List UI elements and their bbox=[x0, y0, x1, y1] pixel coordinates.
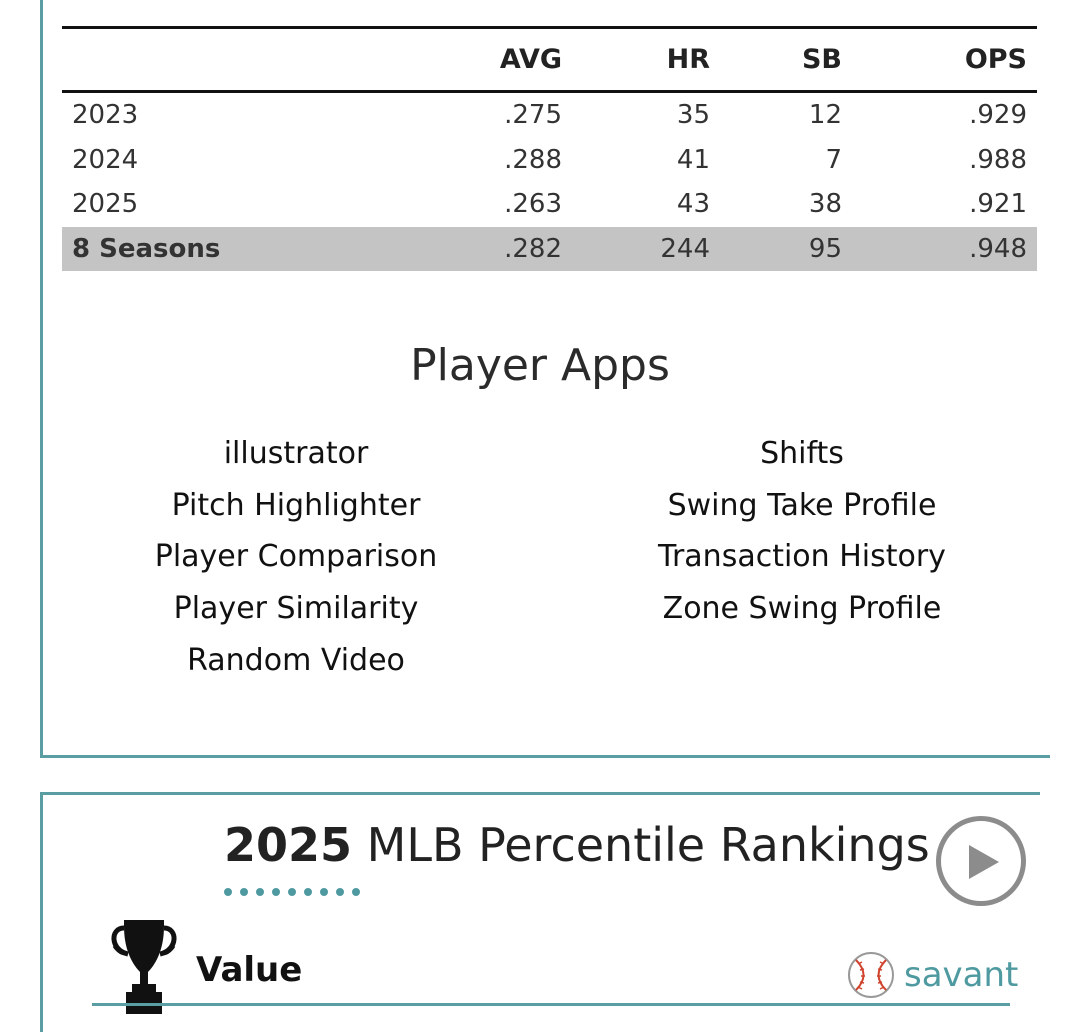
total-season-cell: 8 Seasons bbox=[62, 226, 397, 271]
value-section-label: Value bbox=[196, 950, 303, 990]
indicator-dot bbox=[256, 888, 264, 896]
play-icon bbox=[969, 845, 999, 879]
percentile-title-text: MLB Percentile Rankings bbox=[352, 818, 930, 872]
indicator-dot bbox=[336, 888, 344, 896]
season-cell: 2025 bbox=[72, 189, 139, 220]
season-cell: 2023 bbox=[72, 100, 139, 131]
sb-cell: 38 bbox=[808, 189, 842, 220]
season-cell: 2024 bbox=[72, 144, 139, 175]
table-row: 2024 .288 41 7 .988 bbox=[62, 138, 1037, 183]
total-ops-cell: .948 bbox=[852, 226, 1037, 271]
player-apps-title: Player Apps bbox=[410, 340, 670, 391]
app-link-zone-swing-profile[interactable]: Zone Swing Profile bbox=[662, 591, 942, 627]
app-link-random-video[interactable]: Random Video bbox=[187, 642, 405, 678]
trophy-icon bbox=[111, 920, 177, 1014]
avg-cell: .288 bbox=[504, 144, 562, 175]
hr-cell: 41 bbox=[676, 144, 710, 175]
indicator-dot bbox=[240, 888, 248, 896]
app-link-player-similarity[interactable]: Player Similarity bbox=[173, 591, 419, 627]
total-sb-cell: 95 bbox=[720, 226, 852, 271]
page-indicator-dots bbox=[224, 888, 360, 896]
player-apps-left-column: illustrator Pitch Highlighter Player Com… bbox=[86, 428, 506, 686]
total-avg-cell: .282 bbox=[397, 226, 572, 271]
table-header-row: AVG HR SB OPS bbox=[62, 27, 1037, 93]
percentile-rankings-card bbox=[40, 792, 1040, 1032]
app-link-swing-take-profile[interactable]: Swing Take Profile bbox=[667, 487, 937, 523]
app-link-pitch-highlighter[interactable]: Pitch Highlighter bbox=[171, 487, 421, 523]
player-apps-right-column: Shifts Swing Take Profile Transaction Hi… bbox=[592, 428, 1012, 635]
percentile-year: 2025 bbox=[224, 818, 353, 872]
season-stats-table: AVG HR SB OPS 2023 .275 35 12 .929 2024 … bbox=[62, 26, 1037, 271]
indicator-dot bbox=[304, 888, 312, 896]
header-hr: HR bbox=[572, 27, 720, 93]
header-sb: SB bbox=[720, 27, 852, 93]
app-link-transaction-history[interactable]: Transaction History bbox=[658, 539, 946, 575]
header-avg: AVG bbox=[397, 27, 572, 93]
percentile-rankings-title: 2025 MLB Percentile Rankings bbox=[224, 818, 930, 872]
total-row: 8 Seasons .282 244 95 .948 bbox=[62, 226, 1037, 271]
indicator-dot bbox=[320, 888, 328, 896]
table-row: 2023 .275 35 12 .929 bbox=[62, 92, 1037, 138]
ops-cell: .921 bbox=[969, 189, 1027, 220]
header-season bbox=[62, 27, 397, 93]
avg-cell: .263 bbox=[504, 189, 562, 220]
indicator-dot bbox=[352, 888, 360, 896]
hr-cell: 35 bbox=[676, 100, 710, 131]
avg-cell: .275 bbox=[504, 100, 562, 131]
sb-cell: 12 bbox=[808, 100, 842, 131]
savant-logo[interactable]: savant bbox=[846, 950, 1018, 1000]
ops-cell: .988 bbox=[969, 144, 1027, 175]
ops-cell: .929 bbox=[969, 100, 1027, 131]
app-link-shifts[interactable]: Shifts bbox=[760, 436, 844, 471]
table-row: 2025 .263 43 38 .921 bbox=[62, 182, 1037, 227]
hr-cell: 43 bbox=[676, 189, 710, 220]
indicator-dot bbox=[272, 888, 280, 896]
value-section-divider bbox=[92, 1003, 1010, 1006]
play-button[interactable] bbox=[936, 816, 1026, 906]
app-link-illustrator[interactable]: illustrator bbox=[223, 436, 369, 471]
savant-logo-text: savant bbox=[904, 955, 1019, 995]
player-stats-card bbox=[40, 0, 1050, 758]
sb-cell: 7 bbox=[825, 144, 842, 175]
total-hr-cell: 244 bbox=[572, 226, 720, 271]
indicator-dot bbox=[224, 888, 232, 896]
baseball-icon bbox=[848, 952, 894, 998]
app-link-player-comparison[interactable]: Player Comparison bbox=[154, 539, 438, 575]
header-ops: OPS bbox=[852, 27, 1037, 93]
indicator-dot bbox=[288, 888, 296, 896]
